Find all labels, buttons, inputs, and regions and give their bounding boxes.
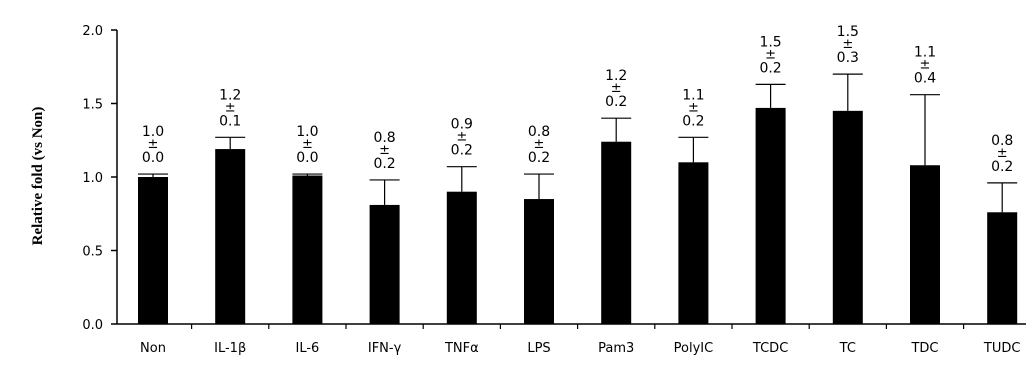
annotation-mean: 1.0 bbox=[296, 124, 318, 140]
annotation-pm: ± bbox=[148, 137, 159, 152]
x-tick-label: LPS bbox=[527, 341, 550, 356]
annotation-sd: 0.2 bbox=[373, 156, 395, 172]
x-tick-label: PolyIC bbox=[674, 341, 714, 356]
y-tick-label: 1.5 bbox=[82, 98, 103, 113]
x-tick-label: Pam3 bbox=[598, 341, 634, 356]
bar bbox=[369, 204, 400, 324]
annotation-pm: ± bbox=[534, 137, 545, 152]
y-tick-label: 1.0 bbox=[82, 171, 103, 186]
bar bbox=[446, 191, 477, 324]
annotation-mean: 1.5 bbox=[837, 24, 859, 40]
annotation-pm: ± bbox=[765, 47, 776, 62]
annotation-pm: ± bbox=[456, 130, 467, 145]
bar bbox=[524, 199, 554, 324]
y-axis-label: Relative fold (vs Non) bbox=[30, 107, 46, 246]
annotation-pm: ± bbox=[379, 143, 390, 158]
bar bbox=[910, 165, 940, 324]
y-tick-label: 0.5 bbox=[82, 245, 103, 260]
y-tick-label: 0.0 bbox=[82, 318, 103, 333]
annotation-sd: 0.2 bbox=[682, 113, 704, 129]
annotation-mean: 0.8 bbox=[373, 130, 395, 146]
bar bbox=[832, 110, 863, 324]
x-tick-label: IL-1β bbox=[214, 341, 246, 356]
bar bbox=[678, 162, 709, 324]
annotation-sd: 0.4 bbox=[914, 71, 936, 87]
x-tick-label: IL-6 bbox=[295, 341, 319, 356]
x-tick-label: IFN-γ bbox=[368, 341, 402, 356]
bar bbox=[601, 141, 632, 324]
bar bbox=[987, 212, 1018, 324]
annotation-pm: ± bbox=[225, 100, 236, 115]
annotation-pm: ± bbox=[842, 37, 853, 52]
annotation-pm: ± bbox=[302, 137, 313, 152]
x-tick-label: TC bbox=[839, 341, 856, 356]
annotation-pm: ± bbox=[997, 146, 1008, 161]
annotation-sd: 0.1 bbox=[219, 113, 241, 129]
annotation-sd: 0.2 bbox=[759, 60, 781, 76]
annotation-mean: 1.0 bbox=[142, 124, 164, 140]
x-tick-label: Non bbox=[140, 341, 166, 356]
bar bbox=[215, 149, 246, 324]
x-tick-label: TUDC bbox=[983, 341, 1021, 356]
annotation-mean: 0.8 bbox=[528, 124, 550, 140]
annotation-mean: 1.5 bbox=[759, 34, 781, 50]
annotation-pm: ± bbox=[688, 100, 699, 115]
annotation-sd: 0.2 bbox=[991, 159, 1013, 175]
bar bbox=[755, 107, 786, 324]
annotation-mean: 0.8 bbox=[991, 133, 1013, 149]
annotation-mean: 1.1 bbox=[682, 87, 704, 103]
annotation-pm: ± bbox=[920, 58, 931, 73]
annotation-mean: 1.2 bbox=[605, 68, 627, 84]
annotation-mean: 1.2 bbox=[219, 87, 241, 103]
annotation-pm: ± bbox=[611, 81, 622, 96]
annotation-sd: 0.2 bbox=[451, 143, 473, 159]
annotation-sd: 0.0 bbox=[142, 150, 164, 166]
bar bbox=[292, 175, 323, 324]
annotation-sd: 0.2 bbox=[605, 94, 627, 110]
y-tick-label: 2.0 bbox=[82, 24, 103, 39]
annotation-sd: 0.0 bbox=[296, 150, 318, 166]
annotation-mean: 1.1 bbox=[914, 45, 936, 61]
x-tick-label: TCDC bbox=[752, 341, 788, 356]
annotation-sd: 0.2 bbox=[528, 150, 550, 166]
x-tick-label: TDC bbox=[910, 341, 938, 356]
annotation-mean: 0.9 bbox=[451, 117, 473, 133]
bar bbox=[138, 177, 168, 324]
x-tick-label: TNFα bbox=[444, 341, 479, 356]
annotation-sd: 0.3 bbox=[837, 50, 859, 66]
